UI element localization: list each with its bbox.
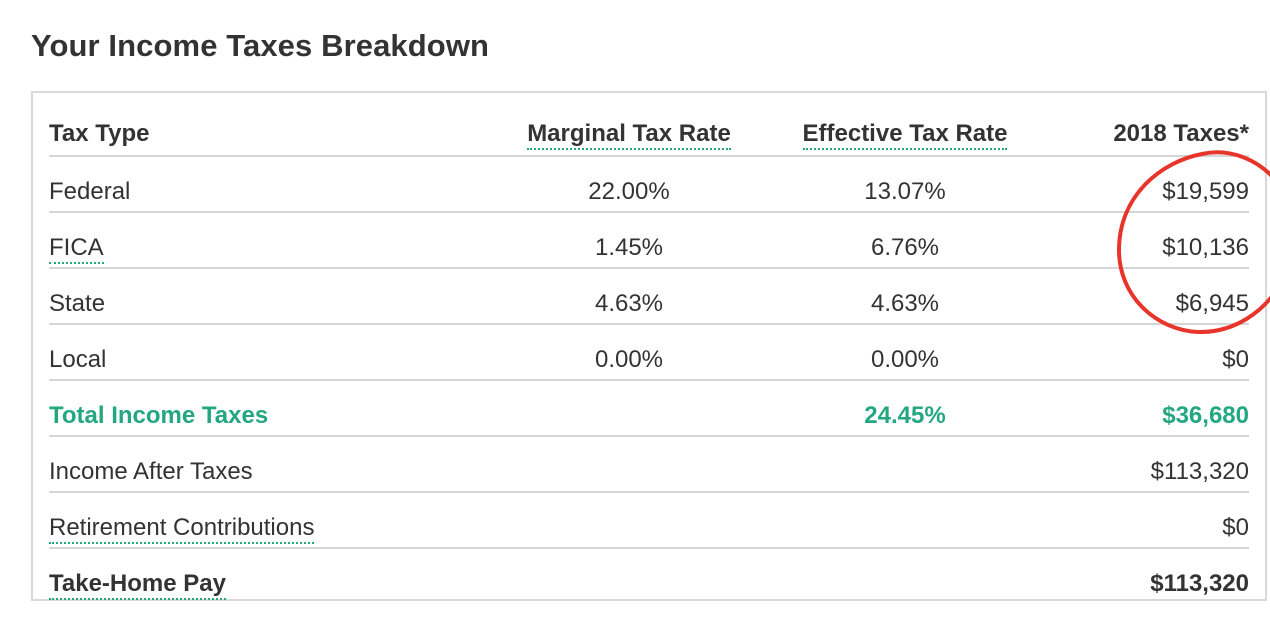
header-2018-taxes: 2018 Taxes*: [1113, 120, 1249, 147]
federal-effective-rate: 13.07%: [864, 178, 946, 205]
table-row-take-home-pay: Take-Home Pay $113,320: [49, 549, 1249, 605]
federal-marginal-rate: 22.00%: [588, 178, 670, 205]
take-home-pay-label[interactable]: Take-Home Pay: [49, 570, 226, 600]
table-row-total-income-taxes: Total Income Taxes 24.45% $36,680: [49, 381, 1249, 437]
fica-label[interactable]: FICA: [49, 234, 104, 264]
table-row-state: State 4.63% 4.63% $6,945: [49, 269, 1249, 325]
header-effective-tax-rate[interactable]: Effective Tax Rate: [777, 101, 1033, 155]
federal-taxes: $19,599: [1162, 178, 1249, 205]
total-taxes: $36,680: [1162, 402, 1249, 429]
header-marginal-tax-rate[interactable]: Marginal Tax Rate: [501, 101, 757, 155]
fica-effective-rate: 6.76%: [870, 234, 940, 261]
tax-breakdown-table: Tax Type Marginal Tax Rate Effective Tax…: [31, 91, 1267, 601]
state-taxes: $6,945: [1175, 290, 1249, 317]
fica-taxes: $10,136: [1162, 234, 1249, 261]
income-after-taxes-label: Income After Taxes: [49, 458, 253, 485]
header-effective-tax-rate-label[interactable]: Effective Tax Rate: [802, 120, 1008, 150]
header-marginal-tax-rate-label[interactable]: Marginal Tax Rate: [527, 120, 731, 150]
state-label: State: [49, 290, 106, 317]
retirement-contributions-value: $0: [1222, 514, 1249, 541]
table-row-federal: Federal 22.00% 13.07% $19,599: [49, 157, 1249, 213]
local-effective-rate: 0.00%: [870, 346, 940, 373]
total-effective-rate: 24.45%: [864, 402, 946, 429]
federal-label: Federal: [49, 178, 131, 205]
retirement-cell[interactable]: Retirement Contributions: [49, 493, 315, 547]
fica-marginal-rate: 1.45%: [594, 234, 664, 261]
retirement-contributions-label[interactable]: Retirement Contributions: [49, 514, 315, 544]
table-header-row: Tax Type Marginal Tax Rate Effective Tax…: [49, 101, 1249, 157]
take-home-pay-value: $113,320: [1150, 570, 1249, 597]
table-row-local: Local 0.00% 0.00% $0: [49, 325, 1249, 381]
local-taxes: $0: [1222, 346, 1249, 373]
state-marginal-rate: 4.63%: [594, 290, 664, 317]
local-label: Local: [49, 346, 107, 373]
table-row-income-after-taxes: Income After Taxes $113,320: [49, 437, 1249, 493]
fica-cell[interactable]: FICA: [49, 213, 104, 267]
local-marginal-rate: 0.00%: [594, 346, 664, 373]
income-after-taxes-value: $113,320: [1150, 458, 1249, 485]
page-title: Your Income Taxes Breakdown: [31, 28, 490, 63]
table-row-retirement-contributions: Retirement Contributions $0: [49, 493, 1249, 549]
state-effective-rate: 4.63%: [870, 290, 940, 317]
total-label: Total Income Taxes: [49, 402, 269, 429]
take-home-cell[interactable]: Take-Home Pay: [49, 549, 226, 603]
header-tax-type: Tax Type: [49, 120, 150, 147]
table-row-fica: FICA 1.45% 6.76% $10,136: [49, 213, 1249, 269]
